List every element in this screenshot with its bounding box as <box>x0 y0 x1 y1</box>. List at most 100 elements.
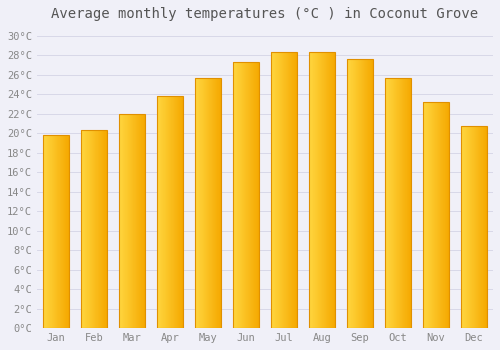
Bar <box>91 131 92 328</box>
Bar <box>92 131 93 328</box>
Bar <box>368 60 369 328</box>
Bar <box>133 114 134 328</box>
Bar <box>175 96 176 328</box>
Bar <box>210 78 211 328</box>
Bar <box>391 78 392 328</box>
Bar <box>330 51 331 328</box>
Bar <box>404 78 405 328</box>
Bar <box>466 126 467 328</box>
Bar <box>409 78 410 328</box>
Bar <box>323 51 324 328</box>
Bar <box>279 51 280 328</box>
Bar <box>85 131 86 328</box>
Bar <box>361 60 362 328</box>
Bar <box>294 51 295 328</box>
Bar <box>214 78 215 328</box>
Bar <box>95 131 96 328</box>
Bar <box>432 102 433 328</box>
Bar <box>473 126 474 328</box>
Bar <box>319 51 320 328</box>
Bar <box>233 62 234 328</box>
Bar <box>349 60 350 328</box>
Bar <box>326 51 327 328</box>
Bar <box>290 51 291 328</box>
Bar <box>130 114 131 328</box>
Bar <box>251 62 252 328</box>
Bar <box>270 51 297 328</box>
Bar <box>397 78 398 328</box>
Bar <box>256 62 257 328</box>
Bar <box>161 96 162 328</box>
Bar <box>174 96 175 328</box>
Bar <box>121 114 122 328</box>
Bar <box>353 60 354 328</box>
Bar <box>358 60 359 328</box>
Bar <box>433 102 434 328</box>
Bar <box>254 62 255 328</box>
Bar <box>385 78 386 328</box>
Bar <box>369 60 370 328</box>
Bar <box>209 78 210 328</box>
Bar <box>351 60 352 328</box>
Bar <box>315 51 316 328</box>
Bar <box>274 51 275 328</box>
Bar <box>317 51 318 328</box>
Bar <box>162 96 163 328</box>
Bar <box>434 102 435 328</box>
Bar <box>487 126 488 328</box>
Bar <box>462 126 463 328</box>
Bar <box>283 51 284 328</box>
Bar <box>177 96 178 328</box>
Bar <box>236 62 237 328</box>
Bar <box>118 114 145 328</box>
Bar <box>334 51 336 328</box>
Bar <box>88 131 89 328</box>
Bar <box>438 102 439 328</box>
Bar <box>167 96 168 328</box>
Bar <box>212 78 213 328</box>
Bar <box>58 135 59 328</box>
Bar <box>430 102 431 328</box>
Bar <box>352 60 353 328</box>
Bar <box>163 96 164 328</box>
Bar <box>357 60 358 328</box>
Bar <box>296 51 297 328</box>
Bar <box>64 135 65 328</box>
Bar <box>328 51 329 328</box>
Bar <box>247 62 248 328</box>
Bar <box>393 78 394 328</box>
Bar <box>42 135 43 328</box>
Bar <box>482 126 483 328</box>
Bar <box>250 62 251 328</box>
Bar <box>207 78 208 328</box>
Bar <box>169 96 170 328</box>
Bar <box>322 51 323 328</box>
Bar <box>280 51 281 328</box>
Bar <box>347 60 348 328</box>
Bar <box>57 135 58 328</box>
Bar <box>395 78 396 328</box>
Bar <box>246 62 247 328</box>
Bar <box>471 126 472 328</box>
Bar <box>179 96 180 328</box>
Bar <box>363 60 364 328</box>
Bar <box>137 114 138 328</box>
Bar <box>366 60 367 328</box>
Bar <box>472 126 473 328</box>
Bar <box>373 60 374 328</box>
Bar <box>160 96 161 328</box>
Bar <box>101 131 102 328</box>
Bar <box>484 126 485 328</box>
Bar <box>292 51 293 328</box>
Bar <box>219 78 220 328</box>
Bar <box>173 96 174 328</box>
Bar <box>215 78 216 328</box>
Bar <box>332 51 333 328</box>
Bar <box>140 114 141 328</box>
Bar <box>99 131 100 328</box>
Bar <box>406 78 407 328</box>
Bar <box>106 131 107 328</box>
Bar <box>93 131 94 328</box>
Bar <box>441 102 442 328</box>
Bar <box>387 78 388 328</box>
